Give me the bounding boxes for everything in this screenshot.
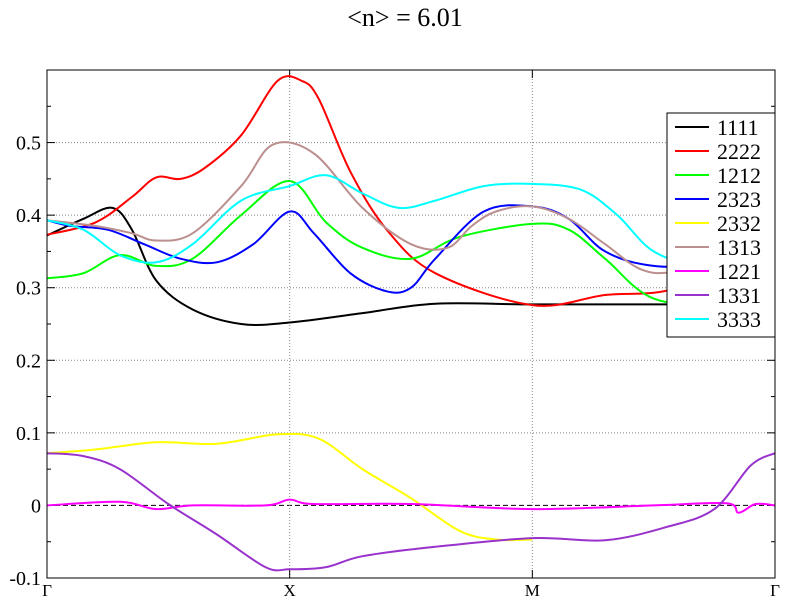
series-group — [47, 75, 775, 572]
y-tick-label: 0.3 — [16, 278, 41, 300]
y-tick-label: 0.1 — [16, 423, 41, 445]
series-line-2222 — [47, 75, 775, 307]
series-line-1313 — [47, 141, 775, 275]
x-tick-label: X — [284, 581, 296, 600]
x-tick-label: M — [525, 581, 540, 600]
plot-area: -0.1 0 0.1 0.2 0.3 0.4 0.5 Γ X M Γ — [9, 69, 780, 600]
y-tick-label: 0.4 — [16, 205, 41, 227]
series-line-1221 — [47, 498, 775, 514]
series-line-2323 — [47, 204, 775, 294]
legend-label-1331: 1331 — [717, 283, 761, 308]
series-line-2332 — [47, 432, 533, 542]
legend-label-2222: 2222 — [717, 139, 761, 164]
legend-label-2332: 2332 — [717, 211, 761, 236]
series-line-1331 — [47, 452, 775, 572]
y-tick-label: 0.2 — [16, 350, 41, 372]
x-tick-label: Γ — [42, 581, 52, 600]
legend-label-1111: 1111 — [717, 115, 759, 140]
legend-label-1313: 1313 — [717, 235, 761, 260]
y-tick-label: 0 — [31, 495, 41, 517]
legend-label-3333: 3333 — [717, 307, 761, 332]
legend-label-1212: 1212 — [717, 163, 761, 188]
y-tick-label: -0.1 — [9, 568, 41, 590]
legend-label-1221: 1221 — [717, 259, 761, 284]
legend-label-2323: 2323 — [717, 187, 761, 212]
plot-frame — [46, 69, 776, 579]
chart-title: <n> = 6.01 — [347, 3, 463, 32]
x-tick-label: Γ — [770, 581, 780, 600]
series-line-1212 — [47, 179, 775, 308]
y-tick-label: 0.5 — [16, 133, 41, 155]
series-line-3333 — [47, 174, 775, 269]
